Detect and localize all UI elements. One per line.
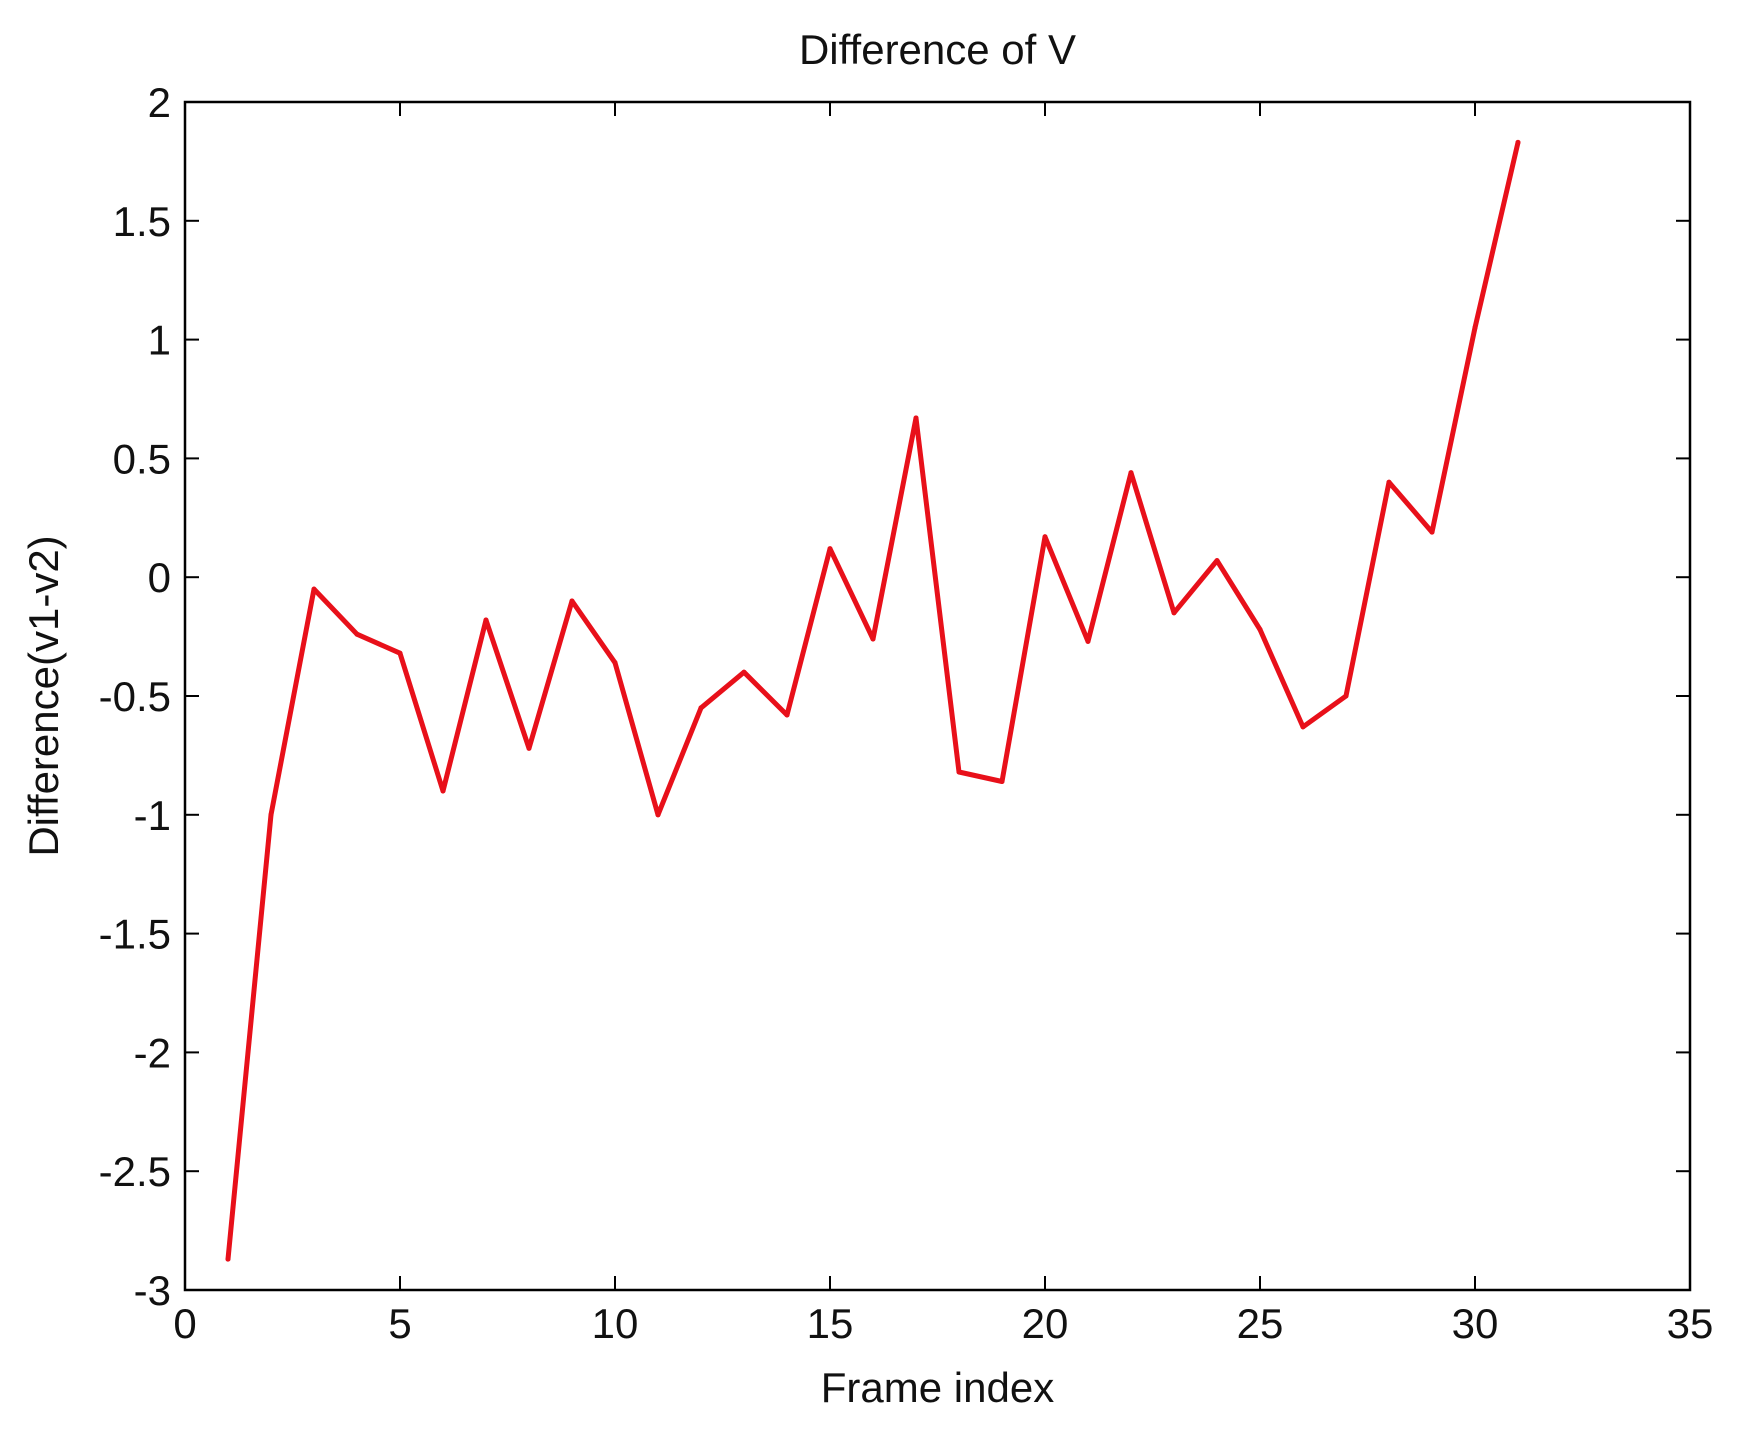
y-tick-label: -0.5 (99, 673, 171, 720)
data-point (1085, 638, 1091, 644)
data-point (827, 546, 833, 552)
data-point (913, 415, 919, 421)
data-point (1300, 724, 1306, 730)
data-point (268, 812, 274, 818)
tick-labels: 0 5 10 15 20 25 30 35 -3 -2.5 -2 -1.5 -1 -0.5 0 0.5 1 1.5… (99, 79, 1714, 1347)
data-point (741, 669, 747, 675)
data-point (483, 617, 489, 623)
x-tick-label: 5 (388, 1300, 411, 1347)
y-tick-label: 2 (148, 79, 171, 126)
series-layer (225, 139, 1521, 1262)
y-tick-label: -1 (134, 792, 171, 839)
x-tick-label: 25 (1237, 1300, 1284, 1347)
chart-title: Difference of V (799, 26, 1076, 73)
x-tick-label: 10 (592, 1300, 639, 1347)
y-tick-label: -1.5 (99, 911, 171, 958)
data-point (698, 705, 704, 711)
data-point (655, 812, 661, 818)
y-axis-label: Difference(v1-v2) (20, 535, 67, 856)
x-axis-label: Frame index (821, 1364, 1054, 1411)
y-tick-label: 0.5 (113, 435, 171, 482)
y-tick-label: -2 (134, 1029, 171, 1076)
y-tick-label: 1 (148, 317, 171, 364)
y-tick-label: -3 (134, 1267, 171, 1314)
plot-area-frame (183, 100, 1692, 1292)
data-point (1214, 558, 1220, 564)
data-point (354, 631, 360, 637)
data-point (1343, 693, 1349, 699)
y-tick-label: -2.5 (99, 1148, 171, 1195)
y-tick-label: 0 (148, 554, 171, 601)
x-tick-label: 20 (1022, 1300, 1069, 1347)
data-point (1257, 627, 1263, 632)
data-point (440, 788, 446, 794)
data-point (999, 779, 1005, 784)
x-tick-label: 0 (173, 1300, 196, 1347)
data-point (225, 1256, 231, 1262)
x-tick-label: 15 (807, 1300, 854, 1347)
data-point (1171, 610, 1177, 616)
y-tick-label: 1.5 (113, 198, 171, 245)
data-point (956, 769, 962, 775)
data-point (397, 650, 403, 656)
x-tick-label: 35 (1667, 1300, 1714, 1347)
data-point (1042, 534, 1048, 540)
data-point (526, 745, 532, 751)
data-point (569, 598, 575, 604)
data-point (1386, 479, 1392, 485)
x-tick-label: 30 (1452, 1300, 1499, 1347)
data-point (870, 636, 876, 642)
data-point (311, 586, 317, 592)
data-point (1515, 139, 1521, 145)
data-point (612, 660, 618, 666)
data-point (1472, 325, 1478, 331)
data-point (784, 712, 790, 718)
data-point (1128, 470, 1134, 476)
data-point (1429, 529, 1435, 535)
